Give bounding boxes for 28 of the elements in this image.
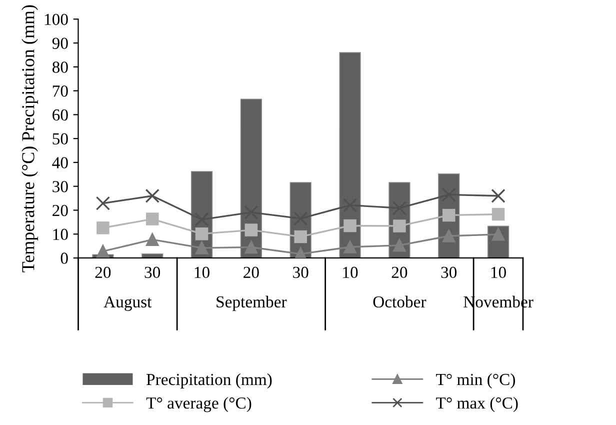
- y-tick-label: 30: [52, 181, 68, 192]
- text: October: [373, 296, 426, 308]
- x-tick-label: 10: [343, 266, 358, 278]
- x-tick-label: 20: [95, 266, 111, 278]
- legend-label: T° average (°C): [146, 396, 252, 412]
- text: September: [216, 296, 287, 311]
- x-tick-label: 30: [441, 266, 457, 278]
- legend-label: T° min (°C): [436, 373, 515, 389]
- x-tick-label: 30: [293, 266, 308, 278]
- x-tick-label: 10: [194, 266, 210, 278]
- legend-label: T° max (°C): [436, 396, 518, 412]
- x-tick-label: 20: [392, 266, 408, 278]
- y-tick-label: 60: [52, 109, 68, 121]
- y-tick-label: 50: [52, 133, 68, 144]
- y-tick-label: 100: [44, 14, 68, 26]
- legend-label: Precipitation (mm): [146, 373, 272, 389]
- y-tick-label: 70: [52, 85, 68, 97]
- y-tick-label: 20: [52, 204, 68, 216]
- y-tick-label: 10: [53, 228, 68, 240]
- y-tick-label: 40: [52, 157, 68, 168]
- y-axis-title: Temperature (°C) Precipitation (mm): [22, 5, 38, 272]
- x-tick-label: 30: [144, 266, 160, 278]
- y-tick-label: 0: [60, 252, 68, 264]
- x-tick-label: 10: [491, 266, 506, 278]
- text: August: [104, 296, 152, 311]
- y-tick-label: 80: [52, 62, 68, 73]
- y-tick-label: 90: [52, 38, 68, 49]
- x-tick-label: 20: [244, 266, 259, 278]
